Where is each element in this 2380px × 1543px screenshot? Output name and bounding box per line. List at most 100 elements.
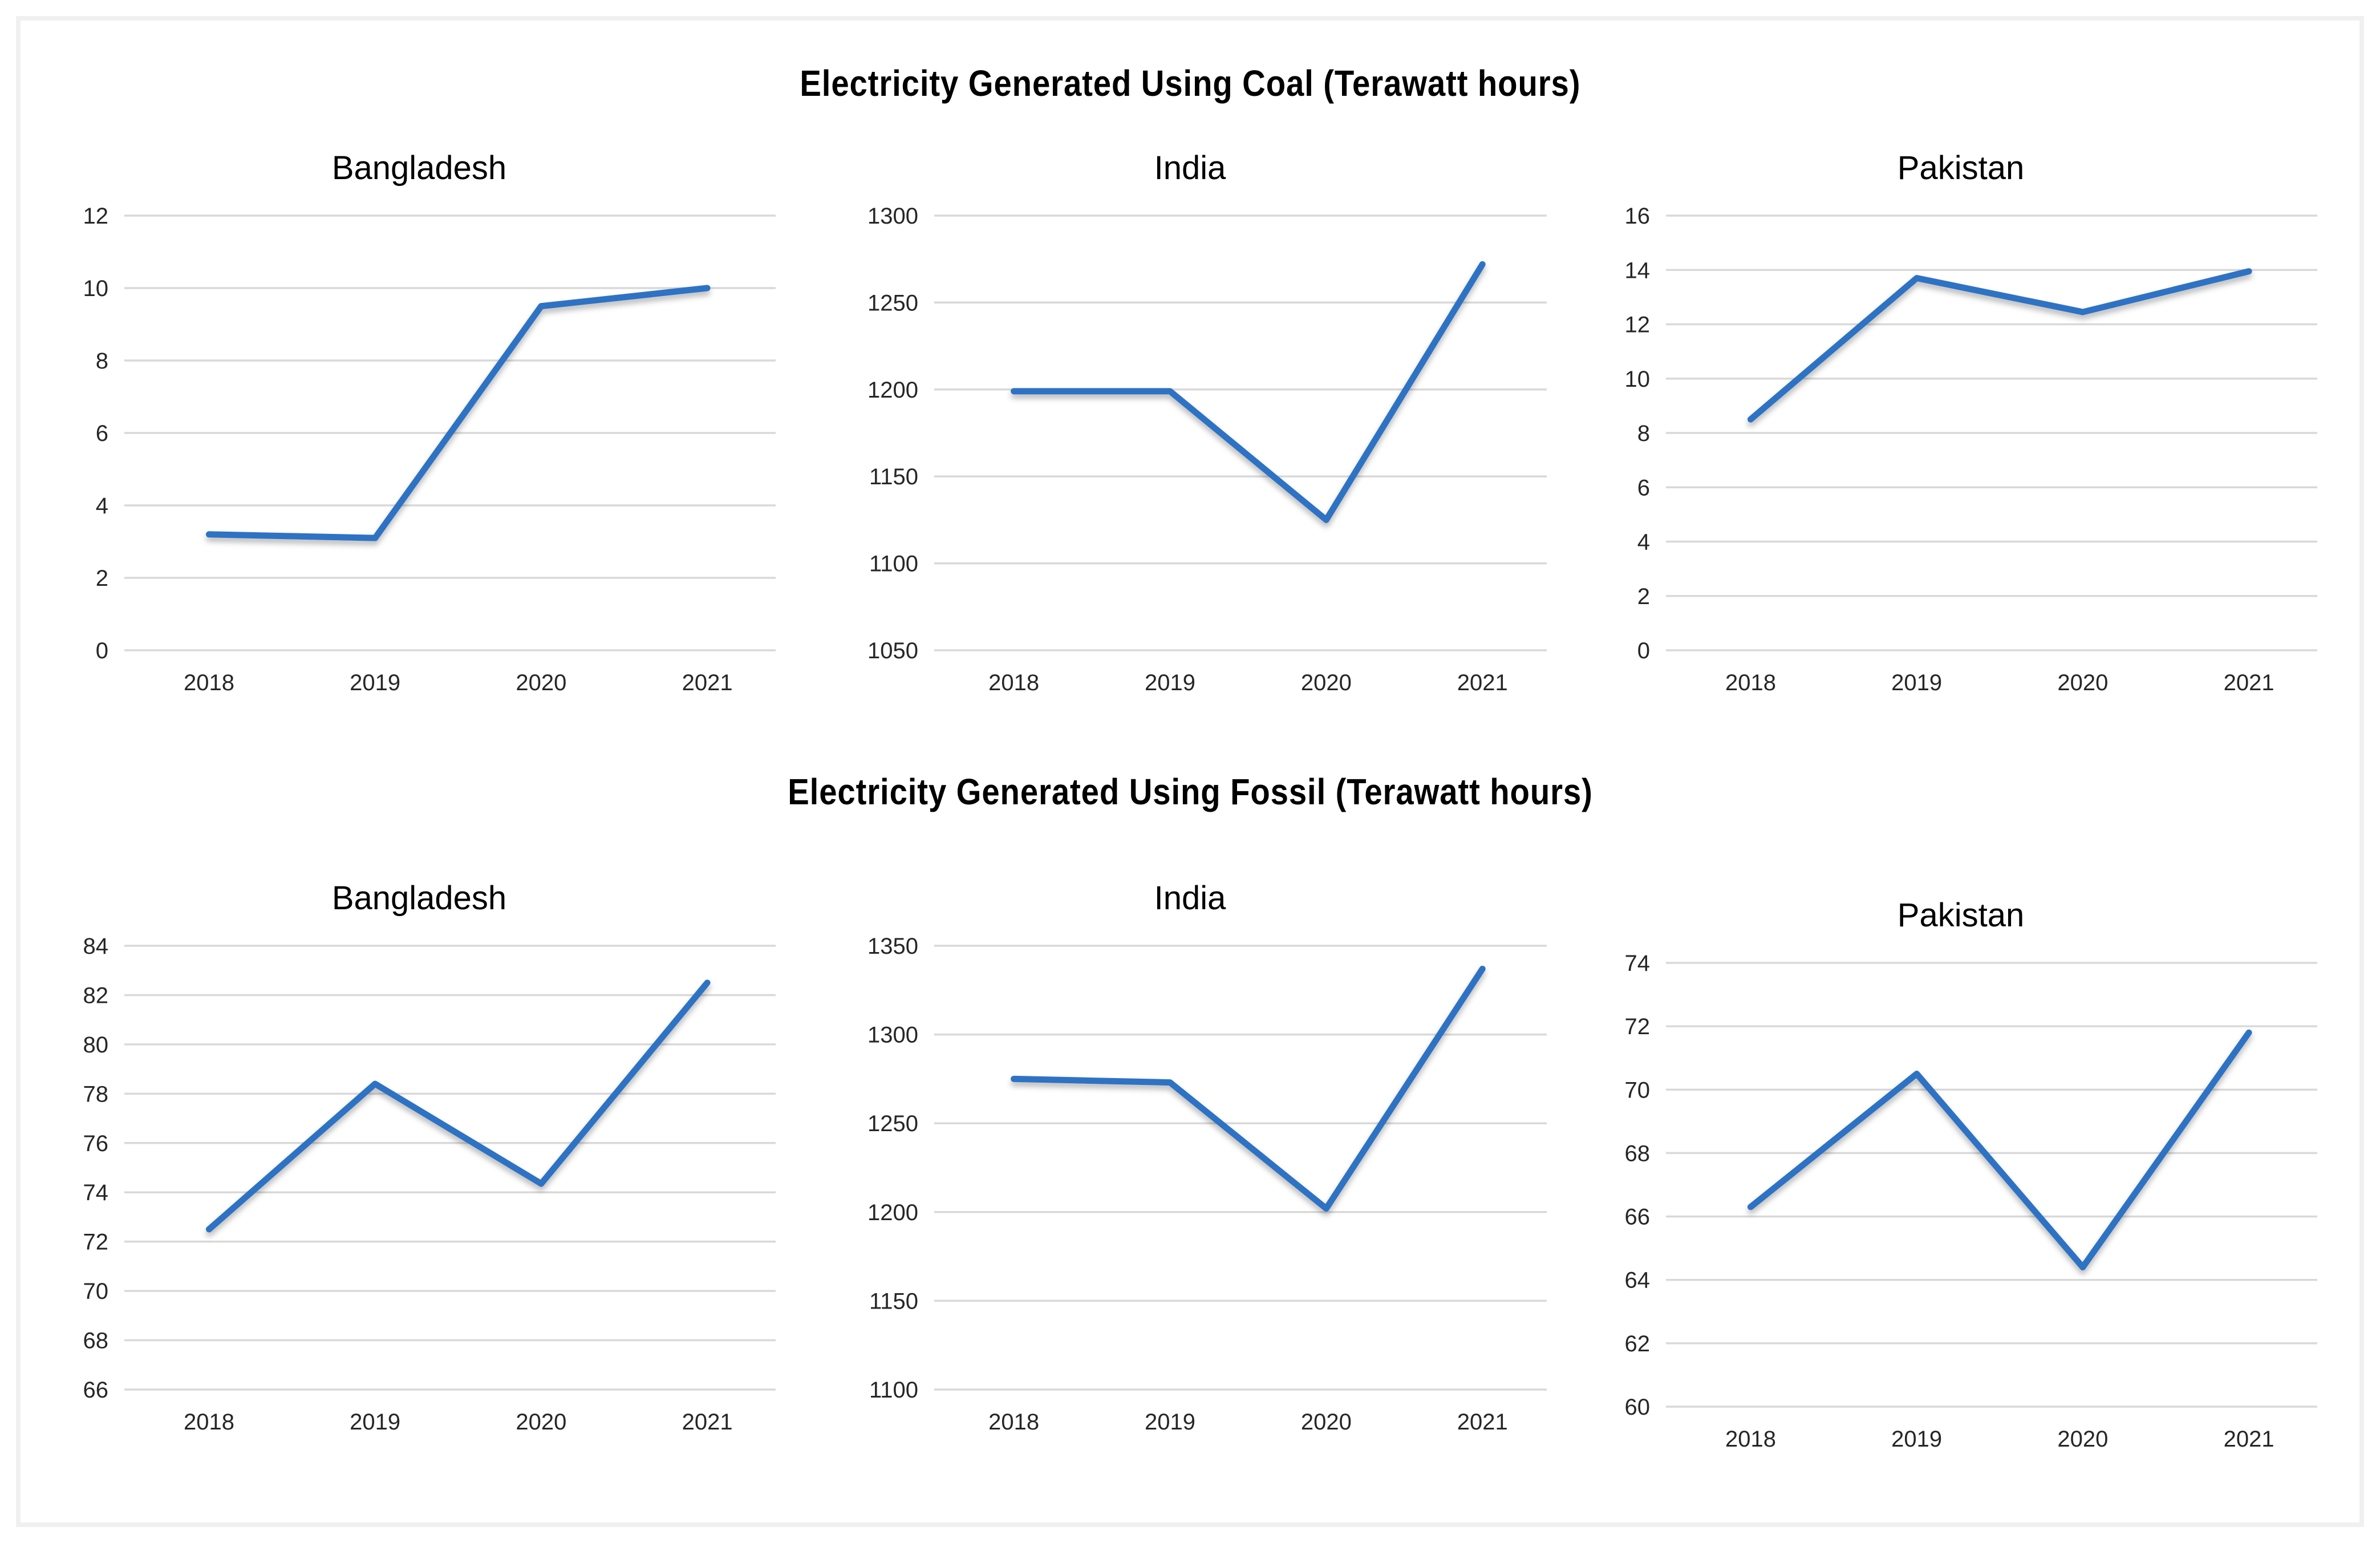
y-axis-tick-label: 1100	[869, 552, 918, 577]
y-axis-tick-label: 1350	[867, 934, 918, 959]
coal-charts-row: Bangladesh 0 2 4 6 8 10 12 2018 2019 2020 2021 Ind…	[21, 144, 2359, 700]
fossil-chart-bangladesh: Bangladesh 66 68 70 72 74 76 78 80 82 84 2018 2019 2…	[40, 874, 798, 1459]
y-axis-tick-label: 84	[83, 934, 109, 959]
line-chart-canvas: 60 62 64 66 68 70 72 74 2018 2019 2020 2021	[1625, 951, 2317, 1452]
x-axis-tick-label: 2019	[1891, 670, 1942, 695]
y-axis-tick-label: 74	[83, 1180, 109, 1205]
fossil-chart-pakistan: Pakistan 60 62 64 66 68 70 72 74 2018 2019 2020 202…	[1582, 874, 2340, 1459]
fossil-india-plot: 1100 1150 1200 1250 1300 1350 2018 2019 2020 2021	[811, 923, 1570, 1442]
y-axis-tick-label: 66	[1625, 1205, 1651, 1230]
y-axis-tick-label: 1200	[867, 1200, 918, 1225]
x-axis-tick-label: 2020	[2057, 1427, 2108, 1452]
y-axis-tick-label: 66	[83, 1378, 109, 1403]
x-axis-tick-label: 2020	[1300, 1410, 1351, 1435]
coal-india-plot: 1050 1100 1150 1200 1250 1300 2018 2019 2020 2021	[811, 193, 1570, 700]
fossil-chart-india: India 1100 1150 1200 1250 1300 1350 2018 2019 20…	[811, 874, 1570, 1459]
y-axis-tick-label: 1250	[867, 290, 918, 315]
y-axis-tick-label: 1100	[869, 1378, 918, 1403]
y-axis-tick-label: 78	[83, 1082, 109, 1107]
y-axis-tick-label: 2	[1637, 584, 1650, 609]
y-axis-tick-label: 1050	[867, 638, 918, 663]
line-chart-canvas: 66 68 70 72 74 76 78 80 82 84 2018 2019 2020 2021	[83, 934, 776, 1435]
x-axis-tick-label: 2019	[1144, 1410, 1195, 1435]
y-axis-tick-label: 68	[1625, 1141, 1651, 1166]
x-axis-tick-label: 2021	[682, 1410, 733, 1435]
fossil-section-title-text: Electricity Generated Using Fossil (Tera…	[787, 771, 1593, 812]
x-axis-tick-label: 2018	[184, 1410, 234, 1435]
x-axis-tick-label: 2018	[1725, 670, 1776, 695]
line-chart-canvas: 0 2 4 6 8 10 12 14 16 2018 2019 2020 2021	[1625, 204, 2317, 695]
x-axis-tick-label: 2019	[1144, 670, 1195, 695]
fossil-bangladesh-title: Bangladesh	[331, 880, 507, 917]
line-series	[205, 979, 711, 1233]
y-axis-tick-label: 80	[83, 1032, 109, 1058]
x-axis-tick-label: 2020	[516, 670, 566, 695]
y-axis-tick-label: 64	[1625, 1268, 1651, 1293]
y-axis-tick-label: 74	[1625, 951, 1651, 976]
x-axis-tick-label: 2020	[2057, 670, 2108, 695]
x-axis-tick-label: 2020	[1300, 670, 1351, 695]
y-axis-tick-label: 4	[1637, 530, 1650, 555]
y-axis-tick-label: 72	[83, 1230, 109, 1255]
y-axis-tick-label: 70	[1625, 1078, 1651, 1103]
line-chart-canvas: 1050 1100 1150 1200 1250 1300 2018 2019 2020 2021	[867, 204, 1547, 695]
fossil-section: Electricity Generated Using Fossil (Tera…	[21, 769, 2359, 1459]
y-axis-tick-label: 10	[83, 276, 109, 301]
y-axis-tick-label: 68	[83, 1329, 109, 1354]
fossil-pakistan-title: Pakistan	[1897, 897, 2025, 934]
line-series	[1747, 268, 2252, 423]
coal-pakistan-plot: 0 2 4 6 8 10 12 14 16 2018 2019 2020 2021	[1582, 193, 2340, 700]
coal-bangladesh-title: Bangladesh	[331, 149, 507, 187]
y-axis-tick-label: 70	[83, 1279, 109, 1304]
x-axis-tick-label: 2018	[988, 1410, 1039, 1435]
fossil-bangladesh-plot: 66 68 70 72 74 76 78 80 82 84 2018 2019 2020 2021	[40, 923, 798, 1442]
y-axis-tick-label: 6	[1637, 475, 1650, 500]
y-axis-tick-label: 2	[96, 566, 108, 591]
line-series	[1010, 965, 1486, 1212]
y-axis-tick-label: 6	[96, 421, 108, 446]
line-chart-canvas: 1100 1150 1200 1250 1300 1350 2018 2019 2020 2021	[867, 934, 1547, 1435]
y-axis-tick-label: 1150	[869, 1289, 918, 1314]
x-axis-tick-label: 2019	[350, 1410, 400, 1435]
y-axis-tick-label: 16	[1625, 204, 1651, 229]
x-axis-tick-label: 2021	[2224, 670, 2274, 695]
x-axis-tick-label: 2019	[1891, 1427, 1942, 1452]
x-axis-tick-label: 2018	[1725, 1427, 1776, 1452]
fossil-charts-row: Bangladesh 66 68 70 72 74 76 78 80 82 84 2018 2019 2…	[21, 874, 2359, 1459]
y-axis-tick-label: 4	[96, 493, 108, 519]
x-axis-tick-label: 2021	[2224, 1427, 2274, 1452]
y-axis-tick-label: 12	[1625, 313, 1651, 338]
coal-chart-pakistan: Pakistan 0 2 4 6 8 10 12 14 16 2018 2019 2020 2021	[1582, 144, 2340, 700]
y-axis-tick-label: 1150	[869, 464, 918, 489]
y-axis-tick-label: 10	[1625, 367, 1651, 392]
y-axis-tick-label: 60	[1625, 1395, 1651, 1420]
y-axis-tick-label: 12	[83, 204, 109, 229]
y-axis-tick-label: 8	[1637, 421, 1650, 446]
y-axis-tick-label: 76	[83, 1131, 109, 1156]
x-axis-tick-label: 2021	[682, 670, 733, 695]
coal-section-title: Electricity Generated Using Coal (Terawa…	[21, 60, 2359, 106]
y-axis-tick-label: 72	[1625, 1014, 1651, 1039]
y-axis-tick-label: 14	[1625, 258, 1651, 283]
coal-bangladesh-plot: 0 2 4 6 8 10 12 2018 2019 2020 2021	[40, 193, 798, 700]
y-axis-tick-label: 8	[96, 349, 108, 374]
y-axis-tick-label: 0	[96, 638, 108, 663]
y-axis-tick-label: 0	[1637, 638, 1650, 663]
line-chart-canvas: 0 2 4 6 8 10 12 2018 2019 2020 2021	[83, 204, 776, 695]
x-axis-tick-label: 2018	[184, 670, 234, 695]
fossil-pakistan-plot: 60 62 64 66 68 70 72 74 2018 2019 2020 2021	[1582, 940, 2340, 1459]
x-axis-tick-label: 2021	[1457, 670, 1507, 695]
line-series	[205, 285, 711, 541]
y-axis-tick-label: 1300	[867, 204, 918, 229]
line-series	[1010, 261, 1486, 523]
coal-section: Electricity Generated Using Coal (Terawa…	[21, 60, 2359, 700]
coal-india-title: India	[1154, 149, 1226, 187]
x-axis-tick-label: 2021	[1457, 1410, 1507, 1435]
x-axis-tick-label: 2020	[516, 1410, 566, 1435]
x-axis-tick-label: 2018	[988, 670, 1039, 695]
fossil-india-title: India	[1154, 880, 1226, 917]
y-axis-tick-label: 1250	[867, 1111, 918, 1136]
line-series	[1747, 1029, 2252, 1270]
figure-border: Electricity Generated Using Coal (Terawa…	[16, 16, 2364, 1527]
fossil-section-title: Electricity Generated Using Fossil (Tera…	[21, 769, 2359, 815]
